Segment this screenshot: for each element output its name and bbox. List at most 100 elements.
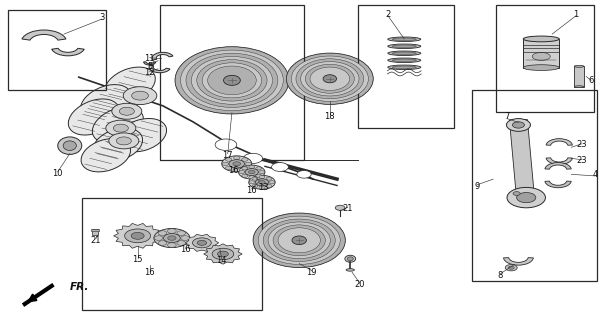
Text: 21: 21 [343, 204, 353, 213]
Ellipse shape [300, 61, 359, 96]
Ellipse shape [310, 67, 350, 91]
Circle shape [177, 241, 185, 245]
Circle shape [505, 265, 517, 271]
Bar [574, 66, 584, 87]
Ellipse shape [393, 66, 417, 68]
Text: 23: 23 [577, 140, 588, 149]
Circle shape [256, 174, 262, 177]
Text: 5: 5 [147, 62, 152, 71]
Ellipse shape [323, 75, 337, 83]
Ellipse shape [292, 236, 306, 244]
Ellipse shape [291, 56, 368, 101]
Circle shape [158, 241, 167, 245]
Circle shape [125, 229, 150, 243]
Circle shape [154, 236, 163, 240]
Ellipse shape [287, 53, 373, 104]
Circle shape [249, 176, 255, 179]
Circle shape [517, 193, 536, 203]
Text: 16: 16 [246, 186, 257, 195]
Circle shape [256, 167, 262, 170]
Circle shape [215, 139, 237, 150]
Text: 3: 3 [99, 13, 104, 22]
Circle shape [116, 137, 131, 145]
Wedge shape [22, 30, 66, 40]
Ellipse shape [202, 63, 262, 98]
Ellipse shape [208, 66, 256, 95]
Text: 14: 14 [217, 256, 227, 265]
Ellipse shape [393, 45, 417, 48]
Circle shape [266, 177, 272, 180]
Circle shape [249, 181, 255, 184]
Ellipse shape [388, 65, 421, 69]
Ellipse shape [58, 137, 82, 155]
Text: 16: 16 [228, 166, 239, 175]
Text: 10: 10 [52, 169, 63, 178]
Circle shape [241, 158, 248, 161]
Ellipse shape [223, 75, 240, 85]
Ellipse shape [92, 107, 143, 143]
Text: 4: 4 [593, 170, 598, 179]
Text: 16: 16 [144, 268, 155, 277]
Circle shape [154, 228, 190, 248]
Circle shape [112, 103, 142, 119]
Text: 18: 18 [324, 112, 335, 121]
Circle shape [245, 169, 258, 176]
Ellipse shape [197, 60, 267, 101]
Text: 15: 15 [132, 255, 143, 264]
Text: 17: 17 [222, 151, 233, 160]
Ellipse shape [273, 225, 325, 256]
Circle shape [113, 124, 128, 132]
Ellipse shape [175, 47, 289, 114]
Wedge shape [546, 158, 573, 164]
Text: 23: 23 [577, 156, 588, 165]
Circle shape [164, 234, 180, 243]
Wedge shape [149, 65, 170, 73]
Circle shape [193, 238, 211, 248]
Bar [92, 229, 98, 235]
Ellipse shape [574, 86, 584, 88]
Bar [523, 39, 559, 68]
Ellipse shape [175, 47, 289, 114]
Circle shape [234, 156, 240, 159]
Circle shape [255, 179, 268, 186]
Polygon shape [509, 120, 535, 206]
Ellipse shape [388, 37, 421, 42]
Wedge shape [546, 139, 573, 145]
Circle shape [123, 87, 157, 105]
Ellipse shape [81, 139, 131, 172]
Circle shape [242, 174, 247, 177]
Ellipse shape [104, 67, 155, 103]
Circle shape [212, 248, 234, 260]
Circle shape [272, 163, 288, 172]
Polygon shape [185, 234, 219, 251]
Ellipse shape [523, 36, 559, 42]
Ellipse shape [93, 128, 143, 161]
Circle shape [512, 122, 524, 128]
Circle shape [259, 171, 265, 174]
Circle shape [222, 162, 229, 165]
Text: 16: 16 [181, 245, 191, 254]
Text: 12: 12 [144, 68, 155, 77]
Circle shape [243, 153, 262, 164]
Ellipse shape [258, 216, 340, 264]
Circle shape [269, 181, 275, 184]
Ellipse shape [532, 52, 550, 60]
Circle shape [168, 236, 176, 240]
Circle shape [225, 158, 232, 161]
Wedge shape [144, 62, 156, 65]
Text: 19: 19 [306, 268, 317, 277]
Text: 7: 7 [504, 113, 510, 122]
Text: 2: 2 [385, 10, 391, 19]
Circle shape [106, 120, 136, 136]
Circle shape [249, 170, 255, 174]
Circle shape [158, 231, 167, 236]
Ellipse shape [287, 53, 373, 104]
Text: 6: 6 [588, 76, 594, 85]
Ellipse shape [181, 50, 284, 111]
Ellipse shape [574, 65, 584, 67]
Text: 21: 21 [90, 236, 101, 245]
Circle shape [259, 186, 265, 189]
Wedge shape [152, 52, 173, 60]
Circle shape [167, 229, 176, 233]
Ellipse shape [523, 65, 559, 70]
